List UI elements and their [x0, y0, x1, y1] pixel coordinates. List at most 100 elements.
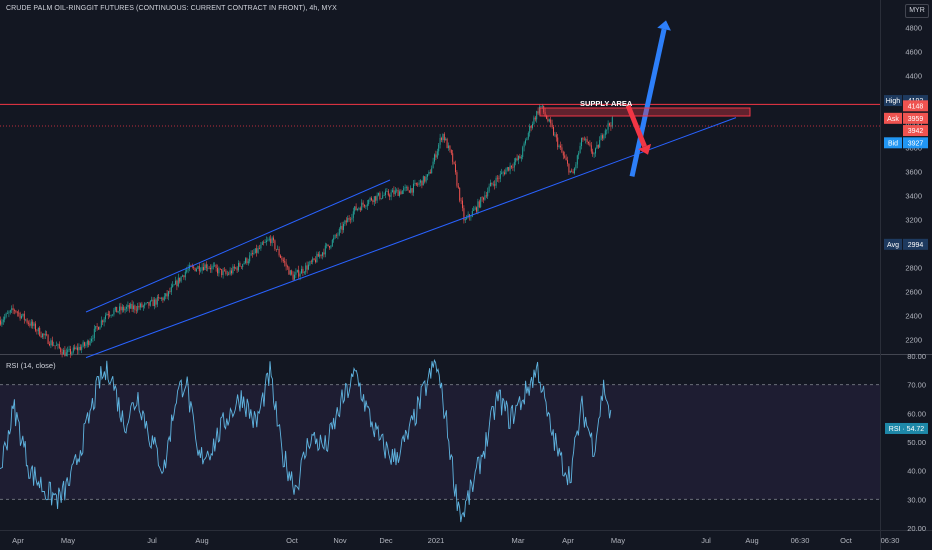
- candle-body: [359, 208, 361, 211]
- candle-body: [170, 286, 172, 292]
- candle-body: [42, 333, 43, 338]
- supply-zone[interactable]: [539, 107, 751, 117]
- candle-body: [421, 180, 423, 186]
- candle-body: [336, 234, 337, 236]
- candle-body: [322, 252, 323, 256]
- candle-body: [428, 172, 430, 175]
- candle-body: [358, 208, 360, 209]
- candle-body: [128, 305, 130, 309]
- price-tag-label-box: [884, 112, 902, 124]
- time-tick-label: Dec: [379, 536, 393, 545]
- candle-body: [578, 152, 580, 156]
- candle-body: [456, 172, 458, 186]
- candle-body: [397, 189, 399, 196]
- candle-body: [406, 187, 407, 188]
- candle-body: [142, 305, 144, 308]
- candle-body: [221, 269, 223, 276]
- candle-body: [5, 313, 7, 317]
- candle-body: [190, 265, 192, 267]
- price-tick-label: 3200: [905, 216, 922, 225]
- candle-body: [35, 323, 36, 331]
- candle-body: [0, 320, 1, 325]
- candle-body: [333, 237, 335, 240]
- candle-body: [257, 248, 259, 253]
- candle-body: [22, 313, 24, 316]
- candle-body: [229, 270, 231, 275]
- candle-body: [210, 267, 211, 270]
- time-tick-label: Apr: [562, 536, 574, 545]
- candle-body: [33, 323, 35, 326]
- candle-body: [32, 321, 34, 326]
- candle-body: [148, 301, 150, 306]
- candle-body: [476, 207, 477, 212]
- candle-body: [287, 266, 288, 268]
- time-tick-label: May: [61, 536, 75, 545]
- candle-body: [184, 271, 186, 278]
- candle-body: [394, 190, 396, 195]
- candle-body: [67, 350, 69, 353]
- candle-body: [30, 321, 32, 326]
- candle-body: [396, 189, 398, 191]
- candle-body: [518, 155, 519, 161]
- price-tag-value-box: [903, 137, 928, 149]
- candle-body: [317, 253, 319, 257]
- candle-body: [387, 190, 389, 196]
- candle-body: [442, 133, 444, 141]
- candle-body: [520, 156, 522, 159]
- time-tick-label: Mar: [512, 536, 525, 545]
- candle-body: [365, 206, 367, 207]
- candle-body: [99, 326, 101, 330]
- candle-body: [264, 242, 266, 243]
- candle-body: [543, 105, 545, 113]
- candle-body: [204, 264, 206, 271]
- candle-body: [88, 340, 90, 345]
- candle-body: [330, 245, 332, 248]
- candle-body: [589, 143, 591, 146]
- candle-body: [571, 170, 573, 172]
- candle-body: [389, 195, 391, 197]
- chart-title: CRUDE PALM OIL-RINGGIT FUTURES (CONTINUO…: [6, 5, 337, 12]
- candle-body: [215, 265, 217, 269]
- candle-body: [466, 217, 468, 220]
- candle-body: [471, 210, 473, 217]
- candle-body: [186, 269, 188, 272]
- candle-body: [93, 328, 95, 338]
- candle-body: [515, 158, 517, 163]
- price-tag-value: 3942: [908, 128, 924, 135]
- time-tick-label: 2021: [428, 536, 445, 545]
- candle-body: [109, 315, 111, 316]
- candle-body: [410, 188, 412, 193]
- price-tag-label: High: [886, 98, 901, 105]
- candle-body: [288, 267, 290, 275]
- candle-body: [270, 238, 272, 244]
- candle-body: [239, 263, 241, 267]
- candle-body: [418, 182, 420, 185]
- candle-body: [368, 200, 370, 205]
- trendline: [85, 179, 391, 313]
- candle-body: [50, 340, 52, 346]
- candle-body: [282, 259, 284, 262]
- candle-body: [63, 349, 64, 355]
- candle-body: [561, 147, 563, 153]
- candle-body: [445, 138, 447, 141]
- rsi-tick-label: 20.00: [907, 524, 926, 533]
- candle-body: [183, 275, 185, 278]
- candle-body: [119, 306, 120, 312]
- candle-body: [441, 137, 442, 141]
- candle-body: [316, 253, 318, 263]
- candle-body: [284, 261, 286, 263]
- candle-body: [550, 119, 552, 124]
- time-tick-label: Oct: [840, 536, 853, 545]
- candle-body: [337, 234, 339, 236]
- candle-body: [226, 273, 228, 275]
- candle-body: [253, 253, 255, 254]
- currency-badge[interactable]: MYR: [905, 4, 929, 18]
- candle-body: [137, 305, 139, 311]
- candle-body: [386, 190, 388, 192]
- candle-body: [375, 196, 377, 201]
- candle-body: [294, 274, 295, 280]
- candle-body: [611, 117, 613, 127]
- rsi-line: [0, 358, 612, 523]
